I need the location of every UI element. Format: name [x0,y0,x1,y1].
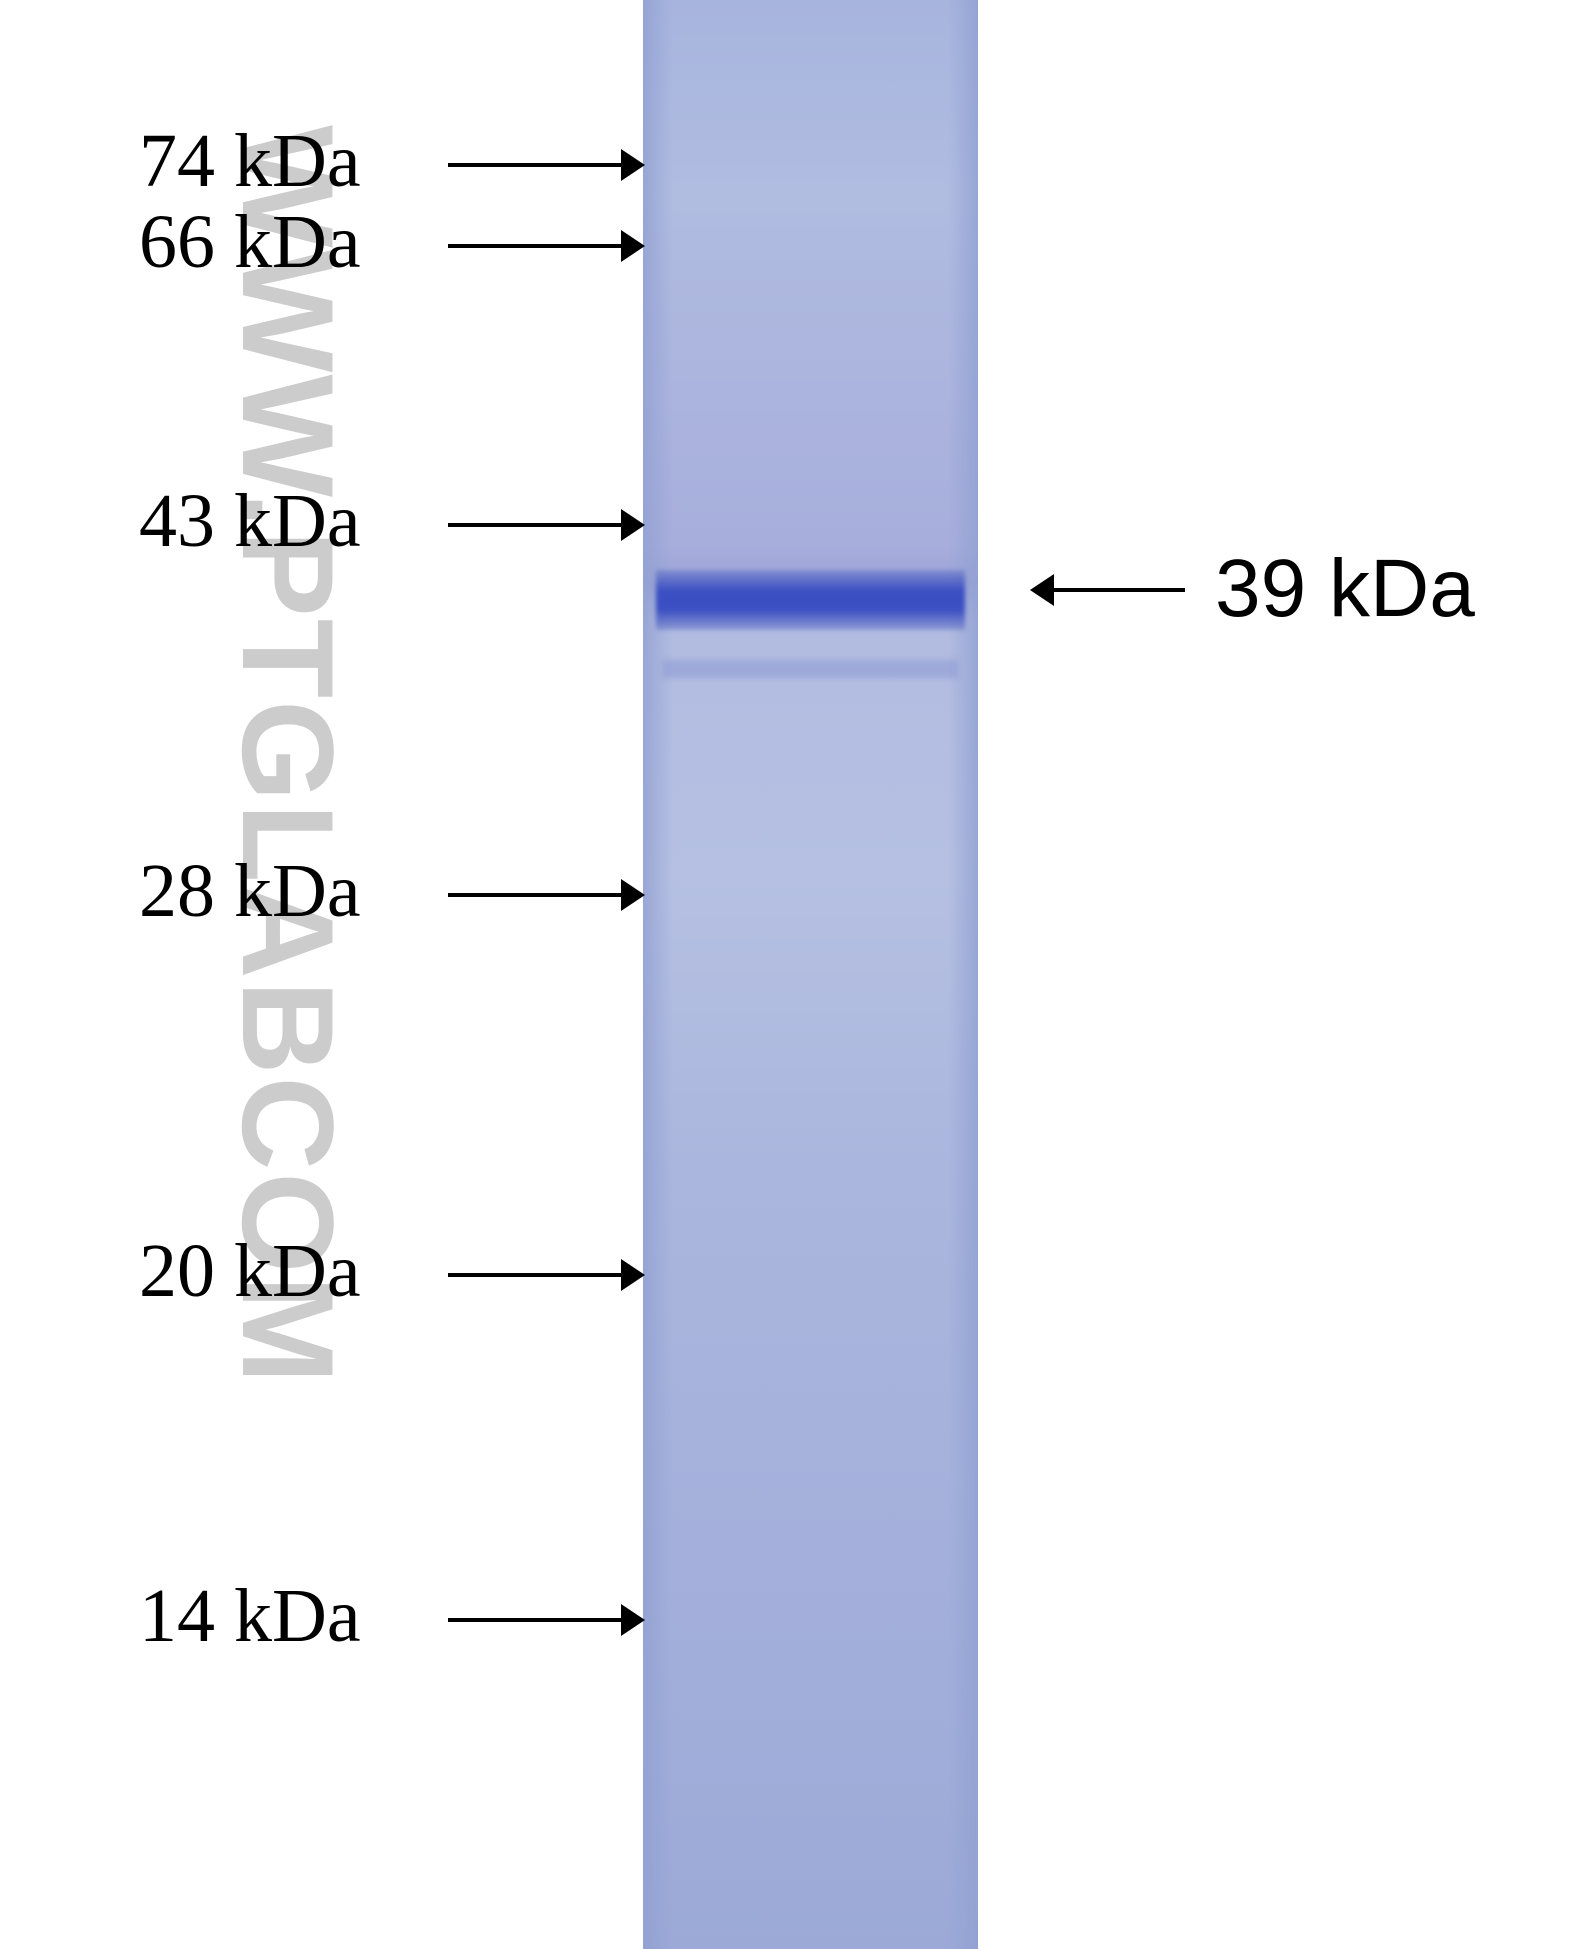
mw-label: 66 kDa [139,199,361,286]
mw-arrow-line [448,523,623,527]
mw-label: 20 kDa [139,1228,361,1315]
mw-arrow-head [621,1259,645,1291]
protein-band-main [656,570,964,630]
target-label: 39 kDa [1215,542,1475,636]
mw-arrow-line [448,1618,623,1622]
mw-arrow-line [448,163,623,167]
target-arrow-head [1030,574,1054,606]
mw-label: 28 kDa [139,848,361,935]
protein-band-faint [663,660,958,678]
mw-arrow-line [448,244,623,248]
watermark-text: WWW.PTGLABCOM [213,125,363,1386]
target-arrow-line [1054,588,1185,592]
mw-arrow-head [621,879,645,911]
lane-edge-left [643,0,673,1949]
mw-arrow-head [621,230,645,262]
lane-edge-right [948,0,978,1949]
mw-arrow-head [621,149,645,181]
mw-arrow-line [448,1273,623,1277]
gel-lane [643,0,978,1949]
mw-arrow-line [448,893,623,897]
mw-arrow-head [621,509,645,541]
lane-background [643,0,978,1949]
mw-label: 74 kDa [139,118,361,205]
mw-label: 14 kDa [139,1573,361,1660]
mw-label: 43 kDa [139,478,361,565]
mw-arrow-head [621,1604,645,1636]
